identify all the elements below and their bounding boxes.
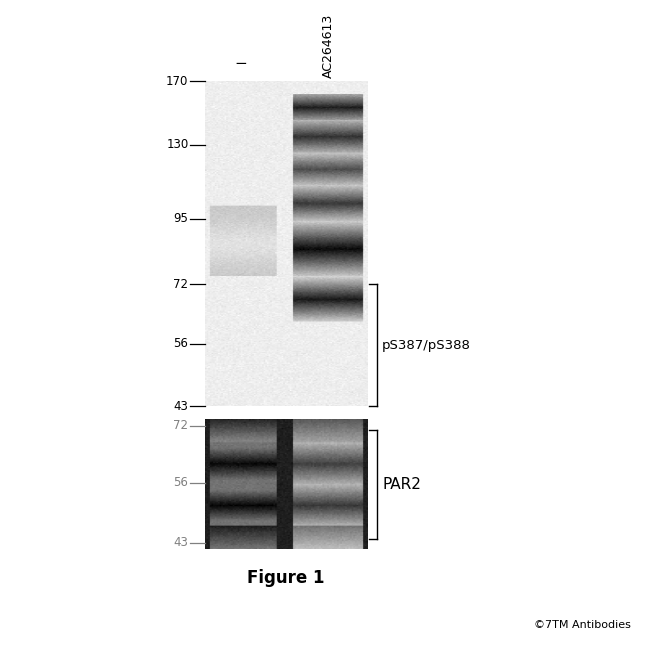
Text: −: − xyxy=(234,57,247,72)
Text: 43: 43 xyxy=(174,400,188,413)
Text: 72: 72 xyxy=(174,278,188,291)
Text: 130: 130 xyxy=(166,138,188,151)
Text: 72: 72 xyxy=(174,419,188,432)
Text: PAR2: PAR2 xyxy=(382,476,421,492)
Text: 43: 43 xyxy=(174,536,188,549)
Text: ©7TM Antibodies: ©7TM Antibodies xyxy=(534,621,630,630)
Text: 95: 95 xyxy=(174,213,188,226)
Text: 56: 56 xyxy=(174,476,188,489)
Text: Figure 1: Figure 1 xyxy=(247,569,325,587)
Text: AC264613: AC264613 xyxy=(322,14,335,78)
Text: 56: 56 xyxy=(174,337,188,350)
Text: pS387/pS388: pS387/pS388 xyxy=(382,339,471,352)
Text: 170: 170 xyxy=(166,75,188,88)
